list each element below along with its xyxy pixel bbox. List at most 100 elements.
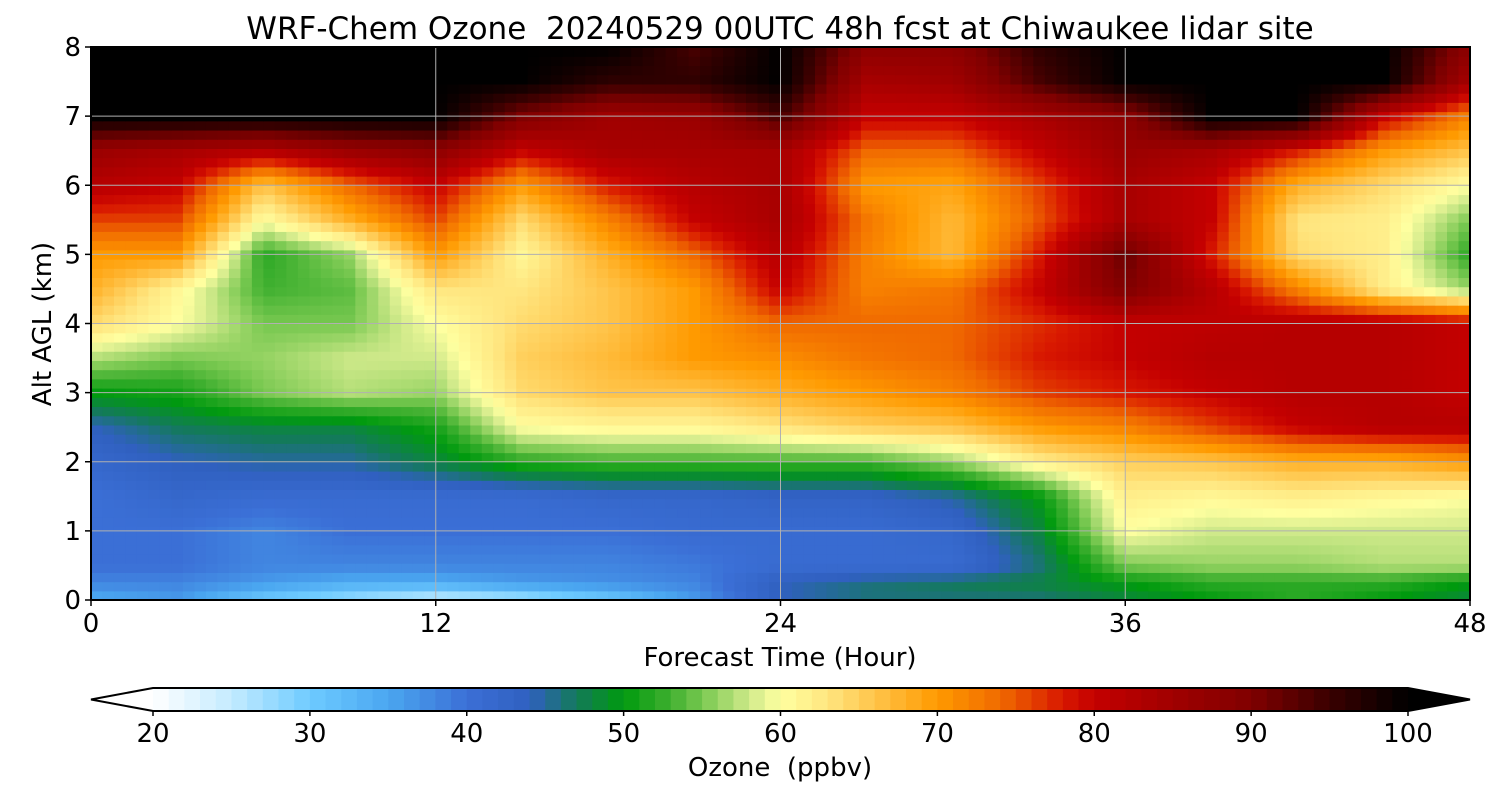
- heatmap-cell: [987, 360, 1000, 371]
- heatmap-cell: [286, 572, 299, 583]
- heatmap-cell: [1113, 341, 1126, 352]
- heatmap-cell: [171, 258, 184, 269]
- heatmap-cell: [803, 544, 816, 555]
- heatmap-cell: [412, 452, 425, 463]
- heatmap-cell: [1274, 434, 1287, 444]
- heatmap-cell: [654, 517, 667, 527]
- heatmap-cell: [251, 470, 264, 481]
- heatmap-cell: [1366, 286, 1379, 297]
- heatmap-cell: [849, 277, 862, 288]
- heatmap-cell: [504, 378, 517, 389]
- heatmap-cell: [1424, 415, 1437, 426]
- heatmap-cell: [757, 369, 770, 380]
- heatmap-cell: [504, 360, 517, 371]
- heatmap-cell: [527, 507, 540, 518]
- heatmap-cell: [1148, 305, 1161, 315]
- heatmap-cell: [412, 268, 425, 279]
- heatmap-cell: [470, 231, 483, 242]
- heatmap-cell: [723, 212, 736, 223]
- heatmap-cell: [355, 434, 368, 444]
- heatmap-cell: [849, 434, 862, 444]
- heatmap-cell: [1125, 517, 1138, 527]
- heatmap-cell: [906, 563, 919, 573]
- heatmap-cell: [447, 553, 460, 564]
- heatmap-cell: [964, 258, 977, 269]
- heatmap-cell: [837, 452, 851, 463]
- heatmap-cell: [527, 480, 540, 490]
- heatmap-cell: [791, 351, 805, 361]
- heatmap-cell: [1102, 590, 1115, 600]
- heatmap-cell: [1033, 351, 1046, 361]
- heatmap-cell: [447, 443, 460, 454]
- heatmap-cell: [895, 498, 908, 509]
- heatmap-cell: [504, 332, 517, 343]
- heatmap-cell: [401, 544, 414, 555]
- heatmap-cell: [952, 434, 965, 444]
- heatmap-cell: [251, 212, 264, 223]
- heatmap-cell: [734, 222, 747, 232]
- heatmap-cell: [619, 461, 632, 472]
- heatmap-cell: [1263, 572, 1276, 583]
- heatmap-cell: [274, 563, 287, 573]
- heatmap-cell: [941, 489, 954, 500]
- heatmap-cell: [1090, 553, 1103, 564]
- heatmap-cell: [1458, 489, 1470, 500]
- heatmap-cell: [343, 563, 356, 573]
- heatmap-cell: [1136, 544, 1149, 555]
- heatmap-cell: [286, 563, 299, 573]
- heatmap-cell: [458, 590, 471, 600]
- heatmap-cell: [205, 268, 219, 279]
- heatmap-cell: [1159, 452, 1172, 463]
- heatmap-cell: [297, 323, 310, 334]
- heatmap-cell: [424, 378, 437, 389]
- heatmap-cell: [734, 305, 747, 315]
- heatmap-cell: [596, 323, 609, 334]
- heatmap-cell: [700, 553, 713, 564]
- heatmap-cell: [481, 212, 494, 223]
- heatmap-cell: [240, 517, 253, 527]
- heatmap-cell: [251, 332, 264, 343]
- heatmap-cell: [677, 443, 690, 454]
- heatmap-cell: [608, 231, 621, 242]
- heatmap-cell: [998, 470, 1011, 481]
- heatmap-cell: [458, 443, 471, 454]
- heatmap-cell: [1286, 258, 1299, 269]
- heatmap-cell: [389, 323, 402, 334]
- heatmap-cell: [665, 222, 678, 232]
- heatmap-cell: [343, 397, 356, 408]
- heatmap-cell: [723, 452, 736, 463]
- heatmap-cell: [711, 277, 724, 288]
- heatmap-cell: [1458, 424, 1470, 435]
- heatmap-cell: [1320, 443, 1333, 454]
- heatmap-cell: [389, 286, 402, 297]
- heatmap-cell: [1102, 277, 1115, 288]
- heatmap-cell: [228, 406, 241, 417]
- heatmap-cell: [251, 498, 264, 509]
- heatmap-cell: [1389, 231, 1402, 242]
- heatmap-cell: [1458, 341, 1470, 352]
- heatmap-cell: [1424, 563, 1437, 573]
- heatmap-cell: [1447, 581, 1460, 592]
- heatmap-cell: [573, 397, 586, 408]
- heatmap-cell: [1125, 360, 1138, 371]
- heatmap-cell: [1010, 452, 1023, 463]
- heatmap-cell: [217, 286, 230, 297]
- heatmap-cell: [1194, 498, 1207, 509]
- heatmap-cell: [631, 489, 644, 500]
- heatmap-cell: [791, 489, 805, 500]
- heatmap-cell: [148, 434, 161, 444]
- heatmap-cell: [1447, 314, 1460, 325]
- heatmap-cell: [1102, 498, 1115, 509]
- heatmap-cell: [1389, 498, 1402, 509]
- heatmap-cell: [1309, 332, 1322, 343]
- heatmap-cell: [217, 378, 230, 389]
- heatmap-cell: [573, 240, 586, 251]
- heatmap-cell: [435, 397, 448, 408]
- heatmap-cell: [688, 498, 701, 509]
- heatmap-cell: [688, 369, 701, 380]
- heatmap-cell: [435, 222, 448, 232]
- heatmap-cell: [1067, 323, 1080, 334]
- heatmap-cell: [366, 341, 379, 352]
- heatmap-cell: [608, 563, 621, 573]
- heatmap-cell: [1343, 360, 1356, 371]
